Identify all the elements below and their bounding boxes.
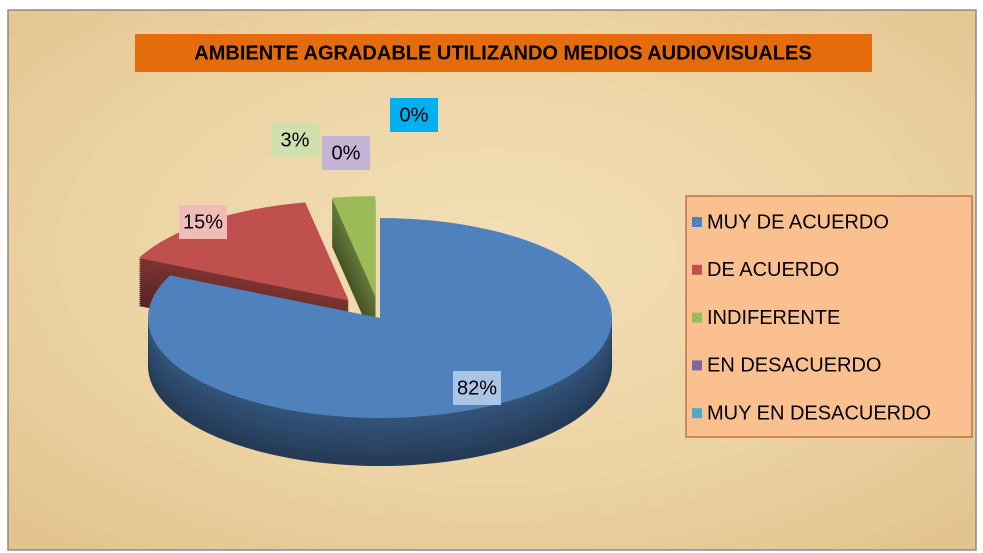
- data-labels: 82% 15% 3% 0% 0%: [179, 98, 501, 405]
- legend-label: EN DESACUERDO: [707, 355, 881, 377]
- data-label: 82%: [457, 377, 497, 399]
- slice-top: [138, 202, 349, 301]
- legend-label: MUY EN DESACUERDO: [707, 402, 931, 424]
- legend-label: MUY DE ACUERDO: [707, 211, 889, 233]
- legend-swatch: [692, 217, 702, 227]
- data-label-bg: [271, 123, 319, 157]
- legend-swatch: [692, 360, 702, 371]
- data-label-bg: [390, 98, 438, 132]
- data-label: 0%: [400, 104, 429, 126]
- legend-label: INDIFERENTE: [707, 307, 840, 329]
- data-label: 0%: [332, 142, 361, 164]
- pie-slice: [138, 202, 349, 349]
- data-label-bg: [322, 136, 370, 170]
- chart-title: AMBIENTE AGRADABLE UTILIZANDO MEDIOS AUD…: [194, 42, 811, 64]
- data-label-bg: [453, 371, 501, 405]
- legend-swatch: [692, 408, 702, 419]
- legend-swatch: [692, 312, 702, 323]
- title-box: [135, 34, 872, 72]
- slice-top: [148, 218, 613, 418]
- legend: MUY DE ACUERDO DE ACUERDO INDIFERENTE EN DE…: [692, 211, 931, 424]
- data-label-bg: [179, 205, 227, 239]
- slice-top: [331, 196, 376, 297]
- pie-slice: [331, 196, 376, 345]
- legend-box: [685, 195, 973, 438]
- data-label: 15%: [183, 211, 223, 233]
- legend-swatch: [692, 264, 702, 275]
- data-label: 3%: [281, 129, 310, 151]
- legend-label: DE ACUERDO: [707, 259, 839, 281]
